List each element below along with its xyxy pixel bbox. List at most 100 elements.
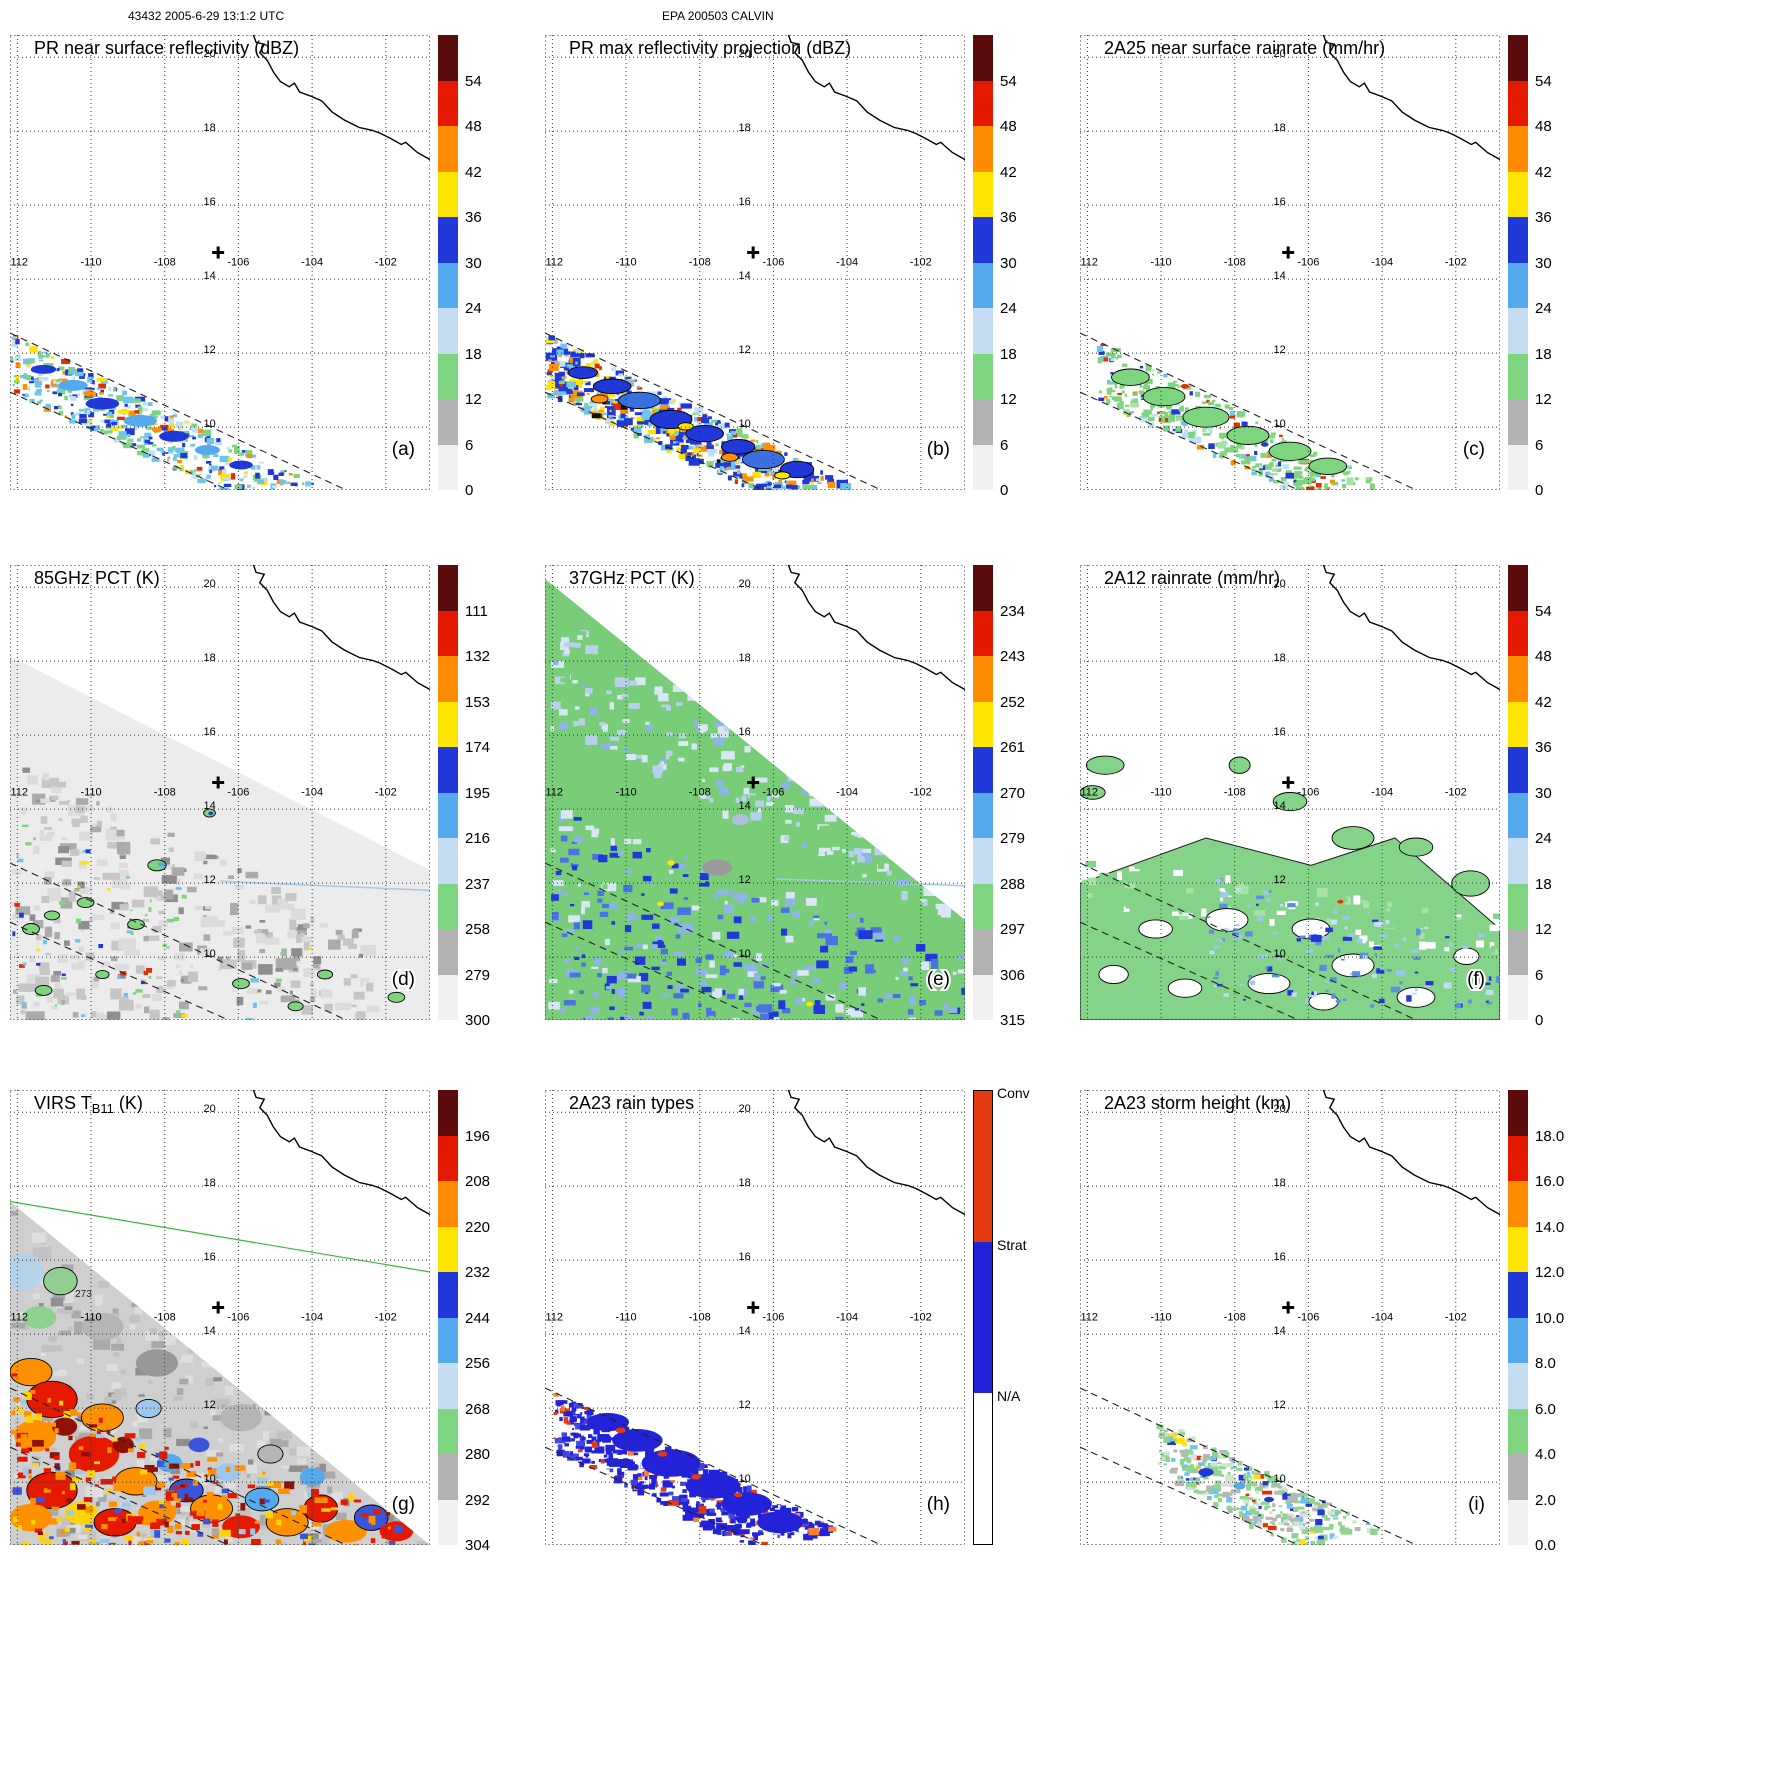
- colorbar-segment: [438, 353, 458, 399]
- colorbar-segment: [974, 1091, 992, 1242]
- swath-edge-line: [10, 391, 229, 490]
- lat-label: 16: [739, 196, 751, 208]
- panel-e: -112 -110 -108 -106 -104 -102 10 12 14 16 18 20 37GH…: [545, 565, 965, 1020]
- coastline: [1322, 35, 1500, 161]
- lon-label: -106: [1297, 786, 1319, 798]
- lat-label: 18: [1274, 1177, 1286, 1189]
- panel-title-c: 2A25 near surface rainrate (mm/hr): [1104, 38, 1385, 58]
- colorbar-segment: [438, 444, 458, 490]
- lat-label: 20: [1274, 48, 1286, 60]
- colorbar-tick: 8.0: [1535, 1355, 1556, 1372]
- coastline: [252, 565, 430, 691]
- colorbar-gradient-a: [438, 35, 458, 490]
- location-marker: [747, 246, 760, 259]
- swath-edge-line: [10, 332, 347, 490]
- lat-label: 20: [204, 578, 216, 590]
- colorbar-tick: 24: [1000, 300, 1017, 317]
- panel-g: 273 -112 -110 -108 -106 -104 -102 10 12 14 16 18 20 V…: [10, 1090, 430, 1545]
- panel-title-a: PR near surface reflectivity (dBZ): [34, 38, 299, 58]
- colorbar-gradient-g: [438, 1090, 458, 1545]
- colorbar-tick: 18.0: [1535, 1127, 1565, 1145]
- location-marker: [212, 1301, 225, 1314]
- colorbar-tick: 12: [465, 391, 482, 408]
- colorbar-tick: 232: [465, 1264, 491, 1281]
- colorbar-segment: [438, 610, 458, 656]
- lon-label: -112: [10, 256, 28, 268]
- colorbar-gradient-e: [973, 565, 993, 1020]
- colorbar-segment: [438, 565, 458, 611]
- colorbar-tick: 18: [1535, 875, 1552, 893]
- lat-label: 12: [204, 874, 216, 886]
- data-swath-d: [10, 656, 430, 1020]
- lon-label: -110: [80, 1311, 101, 1323]
- lat-label: 14: [1274, 800, 1286, 812]
- colorbar-tick: 297: [1000, 921, 1026, 938]
- colorbar-tick: 18: [1000, 345, 1017, 363]
- colorbar-segment: [1508, 656, 1528, 702]
- panel-title-h: 2A23 rain types: [569, 1093, 694, 1113]
- lat-label: 10: [1274, 418, 1286, 430]
- colorbar-tick: 4.0: [1535, 1446, 1556, 1463]
- lat-label: 16: [1274, 726, 1286, 738]
- lon-label: -112: [1080, 1311, 1098, 1323]
- colorbar-segment: [438, 1272, 458, 1318]
- colorbar-segment: [973, 792, 993, 838]
- panel-letter-d: (d): [392, 969, 415, 990]
- lon-label: -104: [836, 256, 858, 268]
- colorbar-segment: [1508, 126, 1528, 172]
- colorbar-segment: [438, 126, 458, 172]
- colorbar-segment: [438, 1135, 458, 1181]
- coastline: [787, 35, 965, 161]
- colorbar-tick: 36: [1535, 209, 1552, 226]
- location-marker: [1282, 1301, 1295, 1314]
- coastline: [787, 565, 965, 691]
- colorbar-segment: [438, 838, 458, 884]
- colorbar-tick: 30: [1535, 784, 1552, 802]
- storm-title: EPA 200503 CALVIN: [662, 9, 774, 23]
- panel-h: -112 -110 -108 -106 -104 -102 10 12 14 16 18 20 2A23…: [545, 1090, 965, 1545]
- colorbar-tick: 292: [465, 1491, 491, 1509]
- lon-label: -104: [836, 1311, 858, 1323]
- colorbar-segment: [973, 610, 993, 656]
- colorbar-segment: [973, 217, 993, 263]
- colorbar-tick: 12: [1535, 921, 1552, 938]
- colorbar-tick: 6.0: [1535, 1400, 1556, 1418]
- panel-letter-f: (f): [1467, 969, 1485, 990]
- colorbar-segment: [1508, 1454, 1528, 1500]
- colorbar-d: 111 132 153 174 195 216 237 258 279 300: [438, 565, 522, 1029]
- lat-label: 20: [739, 48, 751, 60]
- lat-label: 14: [739, 800, 751, 812]
- lat-label: 10: [204, 948, 216, 960]
- swath-edge-line: [545, 862, 882, 1020]
- lat-label: 12: [739, 1399, 751, 1411]
- colorbar-segment: [1508, 929, 1528, 975]
- colorbar-tick: 174: [465, 739, 491, 756]
- lon-label: -106: [1297, 256, 1319, 268]
- lat-label: 12: [204, 1399, 216, 1411]
- lat-label: 16: [739, 1251, 751, 1263]
- colorbar-tick: 216: [465, 830, 491, 847]
- lon-label: -112: [10, 786, 28, 798]
- panel-f: -112 -110 -108 -106 -104 -102 10 12 14 16 18 202A12…: [1080, 565, 1500, 1020]
- lon-label: -108: [1224, 786, 1246, 798]
- colorbar-tick: 12: [1000, 391, 1017, 408]
- lat-label: 18: [204, 1177, 216, 1189]
- lat-label: 20: [204, 1103, 216, 1115]
- lat-label: 18: [739, 122, 751, 134]
- lat-label: 14: [204, 270, 216, 282]
- map-i: -112 -110 -108 -106 -104 -102 10 12 14 16 18 202A23…: [1080, 1090, 1500, 1545]
- colorbar-segment: [973, 308, 993, 354]
- map-g: 273 -112 -110 -108 -106 -104 -102 10 12 14 16 18 20 V…: [10, 1090, 430, 1545]
- colorbar-tick: 0: [1535, 1012, 1544, 1029]
- colorbar-segment: [438, 217, 458, 263]
- lon-label: -104: [301, 1311, 323, 1323]
- lon-label: -104: [836, 786, 858, 798]
- colorbar-segment: [973, 171, 993, 217]
- colorbar-segment: [438, 1181, 458, 1227]
- colorbar-segment: [1508, 171, 1528, 217]
- data-swath-c: [1096, 343, 1375, 490]
- lon-label: -110: [80, 786, 101, 798]
- colorbar-segment: [438, 792, 458, 838]
- colorbar-tick: 279: [1000, 830, 1026, 847]
- panel-letter-i: (i): [1468, 1494, 1485, 1515]
